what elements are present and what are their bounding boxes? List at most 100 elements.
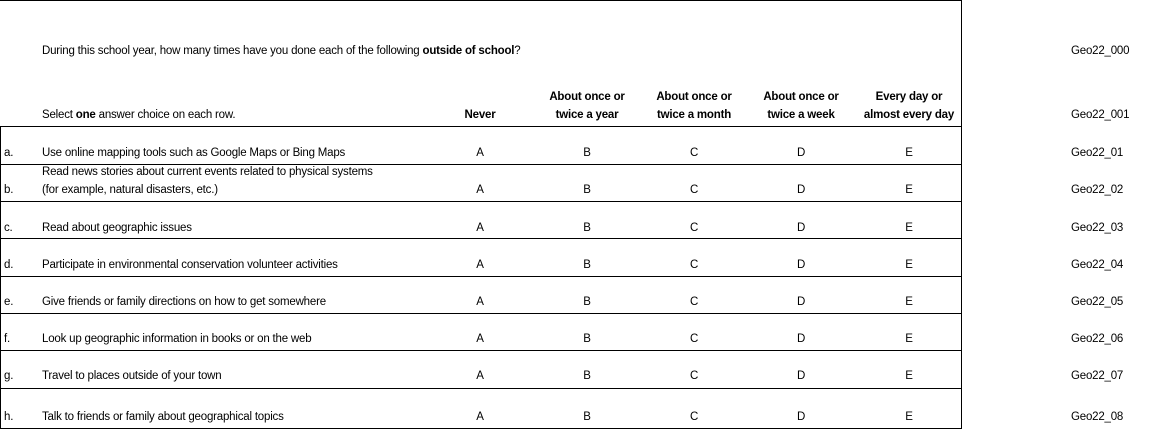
answer-choice[interactable]: D	[796, 184, 806, 196]
column-header: About once or twice a week	[746, 88, 856, 124]
answer-choice[interactable]: B	[583, 259, 591, 271]
row-letter: e.	[4, 296, 14, 308]
row-text: Participate in environmental conservatio…	[42, 259, 338, 271]
answer-choice[interactable]: E	[905, 147, 913, 159]
answer-choice[interactable]: B	[583, 411, 591, 423]
answer-choice[interactable]: B	[583, 147, 591, 159]
column-header-line1: About once or	[763, 91, 839, 103]
answer-choice[interactable]: E	[905, 296, 913, 308]
row-divider	[0, 201, 962, 202]
answer-choice[interactable]: E	[905, 333, 913, 345]
instruction-text: Select one answer choice on each row.	[42, 109, 236, 121]
column-header-line1: About once or	[549, 91, 625, 103]
row-divider	[0, 238, 962, 239]
row-letter: d.	[4, 259, 14, 271]
row-code: Geo22_08	[1071, 411, 1124, 423]
answer-choice[interactable]: D	[796, 333, 806, 345]
answer-choice[interactable]: D	[796, 296, 806, 308]
row-code: Geo22_06	[1071, 333, 1124, 345]
question-code: Geo22_000	[1071, 45, 1130, 57]
column-header-line2: twice a week	[767, 109, 835, 121]
column-header-line1	[425, 88, 535, 106]
row-letter: c.	[4, 222, 13, 234]
row-letter: f.	[4, 333, 10, 345]
answer-choice[interactable]: C	[689, 370, 699, 382]
column-header-line2: Never	[464, 109, 496, 121]
row-divider	[0, 388, 962, 389]
row-text: Look up geographic information in books …	[42, 333, 312, 345]
answer-choice[interactable]: E	[905, 184, 913, 196]
row-left-border	[0, 388, 1, 428]
column-header: Every day or almost every day	[854, 88, 964, 124]
answer-choice[interactable]: D	[796, 222, 806, 234]
answer-choice[interactable]: C	[689, 222, 699, 234]
row-code: Geo22_05	[1071, 296, 1124, 308]
column-header-line1: About once or	[656, 91, 732, 103]
row-left-border	[0, 350, 1, 388]
answer-choice[interactable]: A	[476, 184, 484, 196]
row-left-border	[0, 201, 1, 238]
answer-choice[interactable]: A	[476, 259, 484, 271]
row-text: Travel to places outside of your town	[42, 370, 222, 382]
column-header-line2: almost every day	[863, 109, 955, 121]
row-divider	[0, 126, 962, 127]
row-letter: b.	[4, 184, 14, 196]
answer-choice[interactable]: A	[476, 411, 484, 423]
row-divider	[0, 164, 962, 165]
row-text: Read about geographic issues	[42, 222, 192, 234]
answer-choice[interactable]: D	[796, 411, 806, 423]
row-divider	[0, 350, 962, 351]
row-left-border	[0, 126, 1, 164]
row-left-border	[0, 238, 1, 276]
answer-choice[interactable]: C	[689, 296, 699, 308]
question-text: During this school year, how many times …	[42, 45, 521, 57]
row-letter: a.	[4, 147, 14, 159]
answer-choice[interactable]: C	[689, 259, 699, 271]
answer-choice[interactable]: A	[476, 333, 484, 345]
row-text-line2: (for example, natural disasters, etc.)	[42, 184, 218, 196]
answer-choice[interactable]: D	[796, 259, 806, 271]
row-letter: g.	[4, 370, 14, 382]
row-text: Give friends or family directions on how…	[42, 296, 326, 308]
column-header: About once or twice a year	[532, 88, 642, 124]
instruction-code: Geo22_001	[1071, 109, 1130, 121]
row-text: Use online mapping tools such as Google …	[42, 147, 346, 159]
answer-choice[interactable]: A	[476, 222, 484, 234]
answer-choice[interactable]: E	[905, 259, 913, 271]
answer-choice[interactable]: B	[583, 296, 591, 308]
table-frame	[0, 0, 962, 428]
answer-choice[interactable]: D	[796, 370, 806, 382]
answer-choice[interactable]: C	[689, 147, 699, 159]
row-text: Read news stories about current events r…	[42, 166, 373, 178]
row-code: Geo22_01	[1071, 147, 1124, 159]
answer-choice[interactable]: C	[689, 411, 699, 423]
answer-choice[interactable]: B	[583, 333, 591, 345]
answer-choice[interactable]: C	[689, 333, 699, 345]
answer-choice[interactable]: C	[689, 184, 699, 196]
row-divider	[0, 276, 962, 277]
row-left-border	[0, 164, 1, 201]
row-letter: h.	[4, 411, 14, 423]
column-header-line1: Every day or	[875, 91, 943, 103]
answer-choice[interactable]: B	[583, 370, 591, 382]
answer-choice[interactable]: E	[905, 222, 913, 234]
answer-choice[interactable]: B	[583, 184, 591, 196]
row-left-border	[0, 313, 1, 350]
column-header: Never	[425, 88, 535, 124]
answer-choice[interactable]: A	[476, 370, 484, 382]
answer-choice[interactable]: E	[905, 370, 913, 382]
column-header-line2: twice a month	[656, 109, 732, 121]
answer-choice[interactable]: A	[476, 147, 484, 159]
answer-choice[interactable]: E	[905, 411, 913, 423]
row-code: Geo22_04	[1071, 259, 1124, 271]
row-code: Geo22_02	[1071, 184, 1124, 196]
row-divider	[0, 313, 962, 314]
row-text: Talk to friends or family about geograph…	[42, 411, 284, 423]
row-code: Geo22_03	[1071, 222, 1124, 234]
answer-choice[interactable]: B	[583, 222, 591, 234]
answer-choice[interactable]: A	[476, 296, 484, 308]
column-header: About once or twice a month	[639, 88, 749, 124]
column-header-line2: twice a year	[555, 109, 619, 121]
row-left-border	[0, 276, 1, 313]
answer-choice[interactable]: D	[796, 147, 806, 159]
